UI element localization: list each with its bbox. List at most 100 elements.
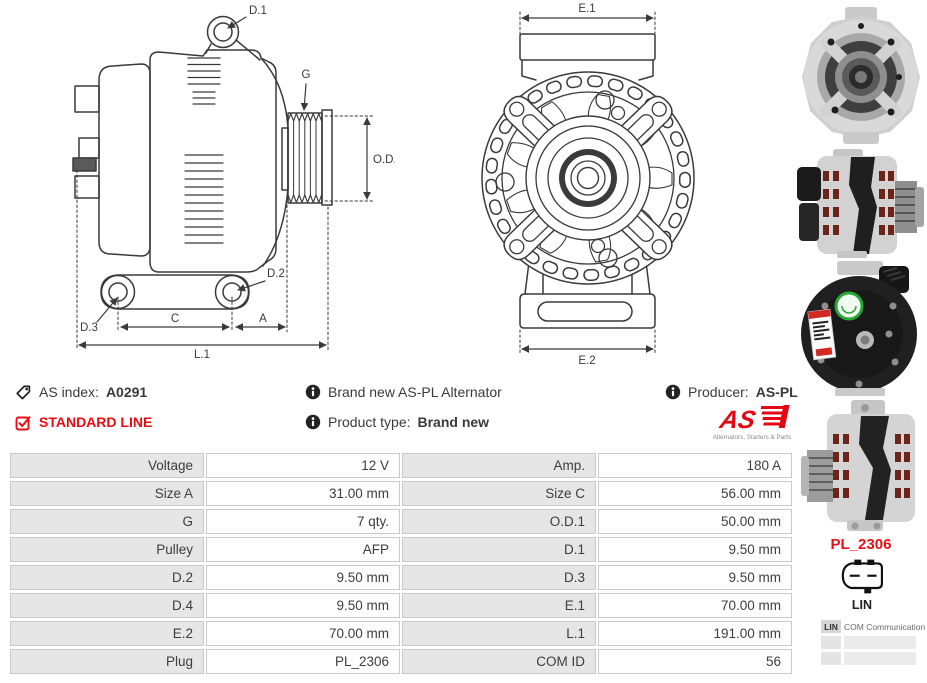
spec-value: PL_2306 xyxy=(206,649,400,674)
bottom-neck xyxy=(524,261,651,295)
spec-value: 9.50 mm xyxy=(598,565,792,590)
bottom-bracket xyxy=(519,293,656,329)
legend-bar-empty xyxy=(844,652,916,665)
dim-label-e1: E.1 xyxy=(578,3,595,15)
legend-key: LIN xyxy=(821,620,841,633)
spec-label: D.2 xyxy=(10,565,204,590)
pulley xyxy=(281,109,333,206)
spec-row: Size A 31.00 mm Size C 56.00 mm xyxy=(10,481,792,506)
product-photo-side-left[interactable] xyxy=(795,398,927,532)
top-bracket xyxy=(519,33,656,81)
dim-label-od1: O.D.1 xyxy=(373,154,395,166)
spec-value: 12 V xyxy=(206,453,400,478)
dim-label-l1: L.1 xyxy=(194,349,210,360)
spec-label: Size A xyxy=(10,481,204,506)
brand-new-item: Brand new AS-PL Alternator xyxy=(305,383,502,401)
producer-label: Producer: xyxy=(688,384,749,400)
spec-value: 70.00 mm xyxy=(206,621,400,646)
spec-value: 56.00 mm xyxy=(598,481,792,506)
as-index-label: AS index: xyxy=(39,384,99,400)
producer-item: Producer: AS-PL xyxy=(665,383,798,401)
plug-connector-icon xyxy=(841,559,884,594)
spec-value: 70.00 mm xyxy=(598,593,792,618)
spec-label: D.1 xyxy=(402,537,596,562)
product-photo-front[interactable] xyxy=(795,4,927,144)
dim-label-g: G xyxy=(302,69,311,81)
spec-label: COM ID xyxy=(402,649,596,674)
as-index-value: A0291 xyxy=(105,384,148,400)
checkbox-checked-icon xyxy=(15,414,32,431)
bottom-mounting-lugs xyxy=(100,274,250,310)
info-icon xyxy=(305,384,321,400)
spec-value: 7 qty. xyxy=(206,509,400,534)
spec-value: 31.00 mm xyxy=(206,481,400,506)
spec-value: 9.50 mm xyxy=(598,537,792,562)
brand-new-note: Brand new AS-PL Alternator xyxy=(328,384,502,400)
product-photo-rear[interactable] xyxy=(795,260,927,396)
product-type-item: Product type: Brand new xyxy=(305,413,489,431)
spec-label: E.1 xyxy=(402,593,596,618)
legend-row-empty xyxy=(821,652,925,665)
stator-ribs xyxy=(184,57,224,244)
spec-label: Size C xyxy=(402,481,596,506)
plug-legend: LIN COM Communication xyxy=(821,620,925,668)
spec-row: G 7 qty. O.D.1 50.00 mm xyxy=(10,509,792,534)
legend-key-empty xyxy=(821,636,841,649)
spec-value: 56 xyxy=(598,649,792,674)
spec-label: Voltage xyxy=(10,453,204,478)
spec-label: D.3 xyxy=(402,565,596,590)
info-icon xyxy=(665,384,681,400)
extension-lines xyxy=(76,115,374,351)
standard-line-item: STANDARD LINE xyxy=(15,413,152,431)
dimension-lines xyxy=(521,14,654,353)
spec-row: Plug PL_2306 COM ID 56 xyxy=(10,649,792,674)
spec-row: D.2 9.50 mm D.3 9.50 mm xyxy=(10,565,792,590)
spec-value: 9.50 mm xyxy=(206,593,400,618)
top-mounting-hole xyxy=(205,15,261,61)
dim-label-c: C xyxy=(171,313,179,325)
spec-label: D.4 xyxy=(10,593,204,618)
dim-label-a: A xyxy=(259,313,267,325)
spec-label: Pulley xyxy=(10,537,204,562)
legend-bar-empty xyxy=(844,636,916,649)
spec-value: 180 A xyxy=(598,453,792,478)
dim-label-d2: D.2 xyxy=(267,268,285,280)
rear-cover xyxy=(98,63,151,257)
product-type-value: Brand new xyxy=(417,414,490,430)
legend-row: LIN COM Communication xyxy=(821,620,925,633)
product-type-label: Product type: xyxy=(328,414,411,430)
producer-value: AS-PL xyxy=(755,384,798,400)
spec-row: Pulley AFP D.1 9.50 mm xyxy=(10,537,792,562)
product-media-sidebar: PL_2306 LIN LIN COM Communication xyxy=(795,0,927,683)
info-icon xyxy=(305,414,321,430)
dim-label-d3: D.3 xyxy=(80,322,98,334)
side-view-diagram: D.1 G O.D.1 D.2 D.3 C A L.1 xyxy=(72,5,395,360)
specs-table: Voltage 12 V Amp. 180 A Size A 31.00 mm … xyxy=(8,450,794,677)
spec-value: 191.00 mm xyxy=(598,621,792,646)
legend-key-empty xyxy=(821,652,841,665)
legend-desc: COM Communication xyxy=(844,621,926,632)
legend-row-empty xyxy=(821,636,925,649)
spec-label: E.2 xyxy=(10,621,204,646)
svg-text:AS: AS xyxy=(716,406,758,434)
dim-label-d1: D.1 xyxy=(249,5,267,17)
shaft-hub xyxy=(525,115,651,241)
product-photo-side-right[interactable] xyxy=(795,147,927,258)
as-index-item: AS index: A0291 xyxy=(15,383,147,401)
alternator-body xyxy=(149,49,277,273)
spec-value: AFP xyxy=(206,537,400,562)
dim-label-e2: E.2 xyxy=(578,355,595,367)
spec-label: O.D.1 xyxy=(402,509,596,534)
spec-value: 9.50 mm xyxy=(206,565,400,590)
face-holes xyxy=(495,90,626,268)
spec-label: L.1 xyxy=(402,621,596,646)
dimension-lines xyxy=(78,16,371,349)
plug-type-label: LIN xyxy=(851,598,873,612)
as-pl-logo: AS Alternators, Starters & Parts xyxy=(713,405,791,441)
plug-code-label: PL_2306 xyxy=(830,536,892,553)
standard-line-badge: STANDARD LINE xyxy=(39,414,153,430)
spec-row: D.4 9.50 mm E.1 70.00 mm xyxy=(10,593,792,618)
front-view-diagram: E.1 E.2 xyxy=(481,3,695,367)
logo-tagline: Alternators, Starters & Parts xyxy=(713,434,791,441)
